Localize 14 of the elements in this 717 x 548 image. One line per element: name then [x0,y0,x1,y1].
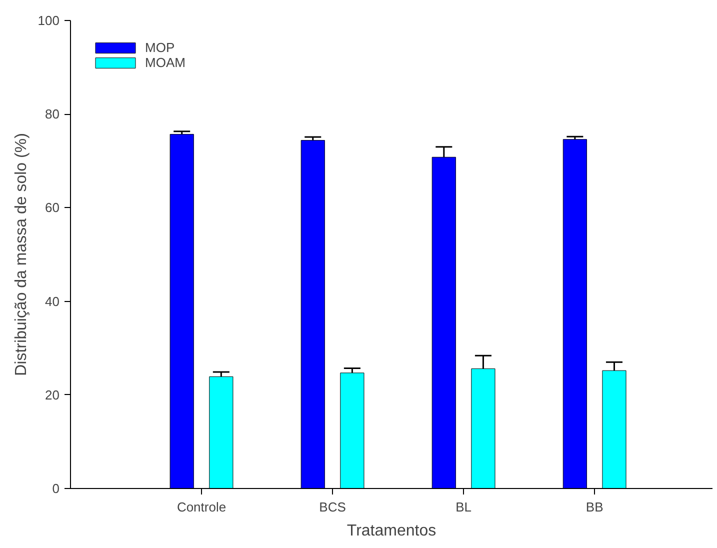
y-axis-title: Distribuição da massa de solo (%) [12,133,30,376]
legend-label: MOAM [145,55,186,70]
x-tick-label: BB [586,500,604,514]
y-tick-label: 40 [45,294,60,309]
x-tick-label: Controle [176,500,226,514]
y-tick-label: 60 [45,200,60,216]
y-tick-label: 100 [38,13,60,28]
y-tick-label: 0 [52,481,60,496]
legend-label: MOP [145,40,175,55]
y-tick-label: 80 [45,106,60,122]
y-tick-label: 20 [45,387,60,402]
x-tick-label: BL [456,500,472,514]
x-axis-title: Tratamentos [346,522,436,540]
x-tick-label: BCS [319,500,346,514]
